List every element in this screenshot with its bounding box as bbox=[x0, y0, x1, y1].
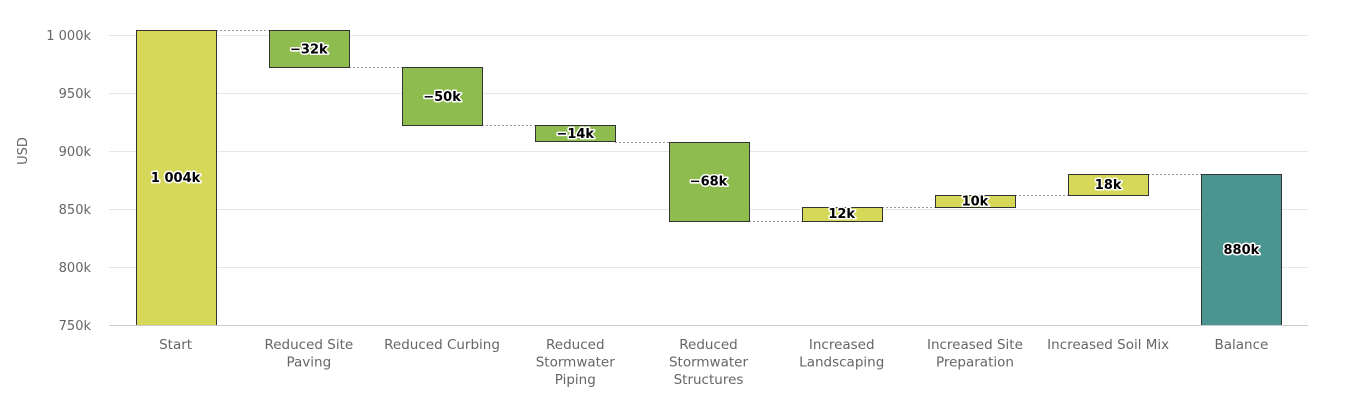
y-axis-title: USD bbox=[16, 137, 31, 165]
bar-4 bbox=[535, 125, 616, 142]
x-axis-category-labels: Start Reduced Site Paving Reduced Curbing Re… bbox=[159, 337, 1268, 388]
x-category-label: Reduced bbox=[546, 337, 605, 353]
y-tick-label: 1 000k bbox=[46, 29, 91, 44]
data-label: −14k bbox=[556, 127, 594, 142]
y-tick-label: 750k bbox=[59, 319, 92, 334]
x-category-label: Paving bbox=[286, 355, 331, 371]
bar-2 bbox=[269, 30, 350, 68]
data-label: 10k bbox=[962, 194, 989, 209]
data-label: −68k bbox=[690, 175, 728, 190]
data-label: 12k bbox=[828, 207, 855, 222]
x-category-label: Reduced Curbing bbox=[384, 337, 500, 353]
x-category-label: Increased Soil Mix bbox=[1047, 337, 1169, 353]
x-category-label: Stormwater bbox=[536, 355, 615, 371]
x-category-label: Structures bbox=[674, 372, 744, 388]
data-labels: 1 004k −32k −50k −14k −68k 12k 10k 18k 880k bbox=[149, 41, 1261, 260]
y-tick-label: 950k bbox=[59, 87, 92, 102]
x-category-label: Stormwater bbox=[669, 355, 748, 371]
bars bbox=[136, 30, 1282, 326]
data-label: 1 004k bbox=[151, 171, 201, 186]
x-category-label: Increased bbox=[809, 337, 875, 353]
bar-3 bbox=[402, 67, 483, 126]
data-label: 880k bbox=[1223, 243, 1259, 258]
y-tick-label: 850k bbox=[59, 203, 92, 218]
x-category-label: Start bbox=[159, 337, 192, 353]
x-category-label: Reduced Site bbox=[264, 337, 353, 353]
x-category-label: Increased Site bbox=[927, 337, 1023, 353]
bar-6 bbox=[802, 207, 883, 222]
connectors bbox=[216, 30, 1202, 222]
x-category-label: Piping bbox=[555, 372, 596, 388]
bar-5 bbox=[669, 142, 750, 222]
x-category-label: Balance bbox=[1214, 337, 1268, 353]
data-label: −32k bbox=[290, 42, 328, 57]
bar-7 bbox=[935, 195, 1016, 208]
bar-8 bbox=[1068, 174, 1149, 196]
x-category-label: Preparation bbox=[936, 355, 1014, 371]
y-tick-label: 800k bbox=[59, 261, 92, 276]
bar-1 bbox=[136, 30, 217, 326]
y-axis-tick-labels: 1 000k 950k 900k 850k 800k 750k bbox=[46, 29, 91, 334]
x-category-label: Landscaping bbox=[799, 355, 884, 371]
data-label: 18k bbox=[1095, 178, 1122, 193]
y-tick-label: 900k bbox=[59, 145, 92, 160]
data-label: −50k bbox=[423, 90, 461, 105]
x-category-label: Reduced bbox=[679, 337, 738, 353]
